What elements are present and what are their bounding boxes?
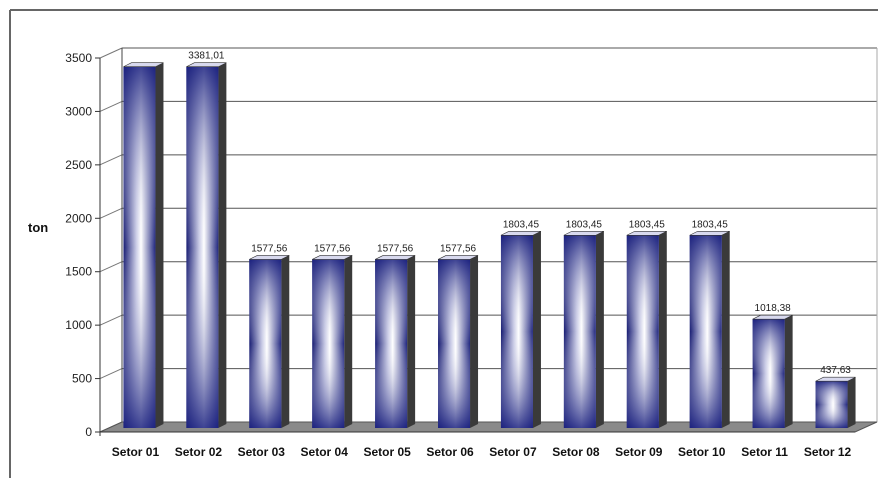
y-tick-label: 1000 (65, 318, 92, 332)
data-label: 1577,56 (251, 243, 288, 254)
gridline-diagonal (99, 154, 123, 166)
x-tick-label: Setor 08 (552, 445, 600, 459)
bar-group (500, 230, 542, 428)
x-tick-label: Setor 12 (804, 445, 852, 459)
bar-shade (375, 259, 408, 428)
gridline-diagonal (99, 47, 123, 59)
bar-group (689, 230, 730, 428)
bar-shade (626, 235, 659, 428)
gridline-diagonal (99, 100, 123, 112)
bar-shade (186, 66, 219, 428)
bar-top (626, 230, 667, 236)
bar-side (155, 62, 164, 428)
y-tick-label: 2000 (65, 211, 92, 225)
plot-frame (9, 9, 878, 478)
gridline-diagonal (99, 368, 123, 380)
gridlines (99, 47, 878, 433)
bar-shade (438, 259, 471, 428)
bar-side (721, 231, 730, 428)
x-tick-label: Setor 06 (426, 445, 474, 459)
y-tick-label: 500 (72, 372, 92, 386)
bar-group (186, 62, 227, 428)
bars (123, 62, 856, 428)
bar-group (563, 230, 605, 428)
labels: Setor 01 3381,01 Setor 02 1577,56 Setor 03 15… (112, 51, 852, 459)
x-tick-label: Setor 01 (112, 445, 160, 459)
data-label: 437,63 (820, 365, 851, 376)
bar-group (437, 255, 479, 428)
bar-shade (249, 259, 282, 428)
y-axis: 0 500 1000 1500 2000 2500 3000 3500 (65, 51, 855, 439)
bar-group (312, 255, 353, 428)
data-label: 1577,56 (314, 243, 351, 254)
bar-top (186, 62, 227, 68)
bar-shade (689, 235, 722, 428)
data-label: 1803,45 (503, 219, 540, 230)
bar-shade (752, 319, 785, 428)
x-tick-label: Setor 02 (175, 445, 223, 459)
bar-top (249, 255, 290, 260)
bar-side (407, 255, 416, 428)
bar-top (374, 255, 416, 260)
bar-top (437, 255, 479, 260)
data-label: 1803,45 (566, 219, 603, 230)
bar-side (784, 315, 793, 428)
bar-top (752, 314, 793, 320)
y-tick-label: 0 (85, 425, 92, 439)
bar-side (658, 231, 667, 428)
data-label: 1577,56 (440, 243, 477, 254)
x-tick-label: Setor 10 (678, 445, 726, 459)
bar-group (123, 62, 164, 428)
bar-top (563, 230, 605, 236)
y-tick-label: 3500 (65, 51, 92, 65)
data-label: 3381,01 (188, 51, 225, 62)
x-tick-label: Setor 03 (238, 445, 286, 459)
bar-group (752, 314, 793, 428)
bar-shade (563, 235, 596, 428)
bar-side (218, 62, 227, 428)
bar-side (532, 231, 541, 428)
bar-side (847, 377, 856, 428)
x-tick-label: Setor 09 (615, 445, 663, 459)
bar-shade (500, 235, 533, 428)
gridline-diagonal (99, 314, 123, 326)
bar-group (626, 230, 667, 428)
bar-shade (312, 259, 345, 428)
y-axis-title: ton (28, 220, 48, 235)
bar-top (500, 230, 542, 236)
data-label: 1577,56 (377, 243, 414, 254)
bar-group (374, 255, 416, 428)
gridline-diagonal (99, 207, 123, 219)
y-tick-label: 2500 (65, 158, 92, 172)
bar-group (815, 376, 856, 428)
bar-side (281, 255, 290, 428)
bar-top (123, 62, 164, 68)
gridline-diagonal (99, 261, 123, 273)
y-tick-label: 1500 (65, 265, 92, 279)
data-label: 1018,38 (755, 303, 792, 314)
data-label: 1803,45 (692, 219, 729, 230)
x-tick-label: Setor 11 (741, 445, 788, 459)
bar-side (595, 231, 604, 428)
y-tick-label: 3000 (65, 104, 92, 118)
bar-top (815, 376, 856, 382)
x-tick-label: Setor 07 (489, 445, 537, 459)
bar-side (344, 255, 353, 428)
bar-top (689, 230, 730, 236)
bar-side (470, 255, 479, 428)
bar-shade (815, 381, 848, 428)
bar-shade (123, 66, 156, 428)
bar-group (249, 255, 290, 428)
bar-top (312, 255, 353, 260)
x-tick-label: Setor 05 (363, 445, 411, 459)
x-tick-label: Setor 04 (301, 445, 349, 459)
data-label: 1803,45 (629, 219, 666, 230)
